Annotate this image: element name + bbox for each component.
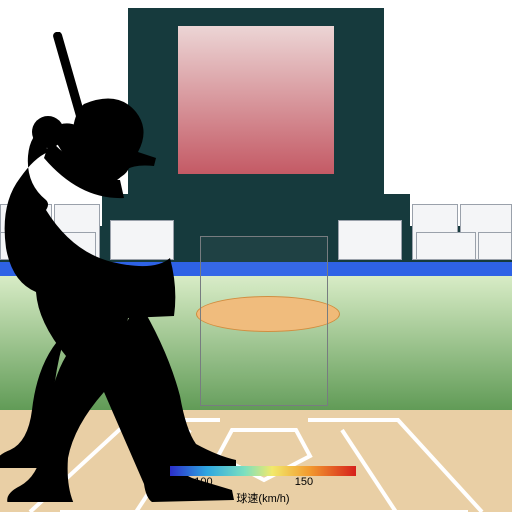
legend-tick: 100 <box>194 476 212 488</box>
legend-gradient-bar <box>170 466 356 476</box>
stadium-seat-block <box>338 220 402 260</box>
stadium-seat-block <box>110 220 174 260</box>
scoreboard-screen <box>178 26 334 174</box>
legend-label: 球速(km/h) <box>170 490 356 506</box>
speed-legend: 100 150 球速(km/h) <box>170 466 356 506</box>
stadium-seat-block <box>36 232 96 260</box>
stadium-seat-block <box>416 232 476 260</box>
legend-tick: 150 <box>295 476 313 488</box>
pitch-location-figure: 100 150 球速(km/h) <box>0 0 512 512</box>
strike-zone <box>200 236 328 406</box>
stadium-seat-block <box>0 232 34 260</box>
legend-ticks: 100 150 <box>170 476 356 490</box>
stadium-seat-block <box>478 232 512 260</box>
